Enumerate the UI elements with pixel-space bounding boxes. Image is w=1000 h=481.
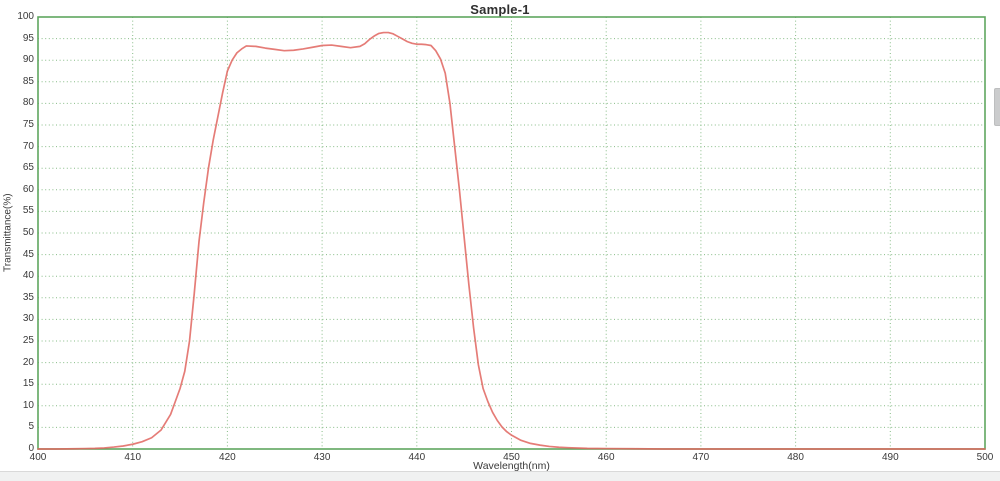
y-tick-label: 60 (22, 183, 34, 195)
transmittance-curve (37, 31, 986, 450)
x-tick-label: 440 (408, 452, 426, 463)
x-tick-label: 410 (124, 452, 142, 463)
vertical-scrollbar-thumb[interactable] (994, 88, 1000, 126)
y-tick-label: 35 (22, 291, 34, 303)
y-tick-label: 80 (22, 97, 34, 109)
y-tick-label: 65 (22, 162, 34, 174)
y-tick-label: 10 (22, 399, 34, 411)
y-tick-label: 0 (28, 443, 34, 454)
x-tick-label: 480 (787, 452, 804, 463)
y-tick-label: 20 (22, 356, 34, 368)
y-tick-label: 90 (22, 54, 34, 66)
y-tick-label: 25 (22, 335, 34, 346)
y-tick-label: 15 (22, 378, 34, 390)
x-tick-label: 420 (219, 452, 236, 463)
x-tick-label: 490 (881, 452, 899, 463)
y-tick-label: 85 (22, 75, 34, 87)
y-axis-title: Transmittance(%) (2, 193, 14, 273)
x-tick-label: 400 (29, 452, 47, 463)
bottom-window-bar (0, 471, 1000, 481)
y-tick-label: 100 (17, 11, 34, 22)
x-tick-label: 450 (503, 452, 520, 463)
x-tick-label: 500 (976, 452, 994, 463)
y-tick-label: 5 (28, 421, 34, 433)
plot-border (37, 16, 986, 450)
y-tick-label: 40 (22, 270, 34, 282)
y-tick-label: 95 (22, 32, 34, 44)
x-tick-label: 460 (597, 452, 615, 463)
y-tick-label: 55 (22, 205, 34, 217)
x-axis-title: Wavelength(nm) (473, 460, 550, 472)
y-tick-label: 45 (22, 248, 34, 260)
y-tick-label: 75 (22, 119, 34, 130)
y-tick-label: 70 (22, 140, 34, 152)
y-tick-label: 50 (22, 227, 34, 238)
chart-title: Sample-1 (470, 2, 530, 17)
x-tick-label: 430 (313, 452, 331, 463)
y-tick-label: 30 (22, 313, 34, 325)
x-tick-label: 470 (692, 452, 710, 463)
